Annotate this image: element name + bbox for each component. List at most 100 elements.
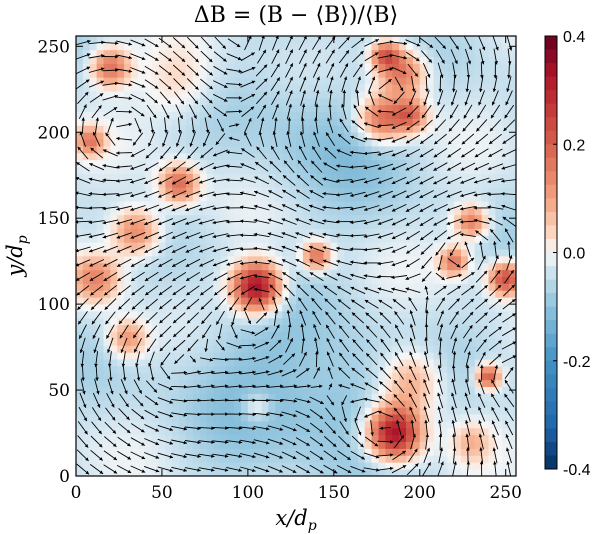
heatmap-cell (351, 290, 359, 298)
heatmap-cell (220, 235, 228, 243)
heatmap-cell (357, 111, 366, 119)
heatmap-cell (199, 194, 208, 202)
heatmap-cell (234, 139, 242, 147)
quiver-arrow (144, 218, 160, 226)
heatmap-cell (137, 462, 146, 470)
heatmap-cell (124, 434, 132, 443)
heatmap-cell (364, 345, 373, 353)
heatmap-cell (213, 345, 221, 353)
heatmap-cell (344, 256, 352, 264)
heatmap-cell (275, 97, 283, 106)
heatmap-cell (261, 462, 269, 470)
heatmap-cell (454, 139, 462, 147)
quiver-arrow (311, 145, 322, 160)
heatmap-cell (110, 70, 118, 78)
heatmap-cell (213, 56, 221, 64)
heatmap-cell (213, 173, 221, 181)
heatmap-cell (467, 372, 476, 381)
heatmap-cell (254, 187, 263, 195)
heatmap-cell (117, 262, 125, 271)
heatmap-cell (220, 125, 228, 133)
heatmap-cell (357, 159, 366, 168)
heatmap-cell (440, 180, 448, 188)
quiver-arrow (145, 298, 158, 310)
heatmap-cell (151, 434, 159, 443)
heatmap-cell (103, 386, 111, 394)
heatmap-cell (103, 139, 111, 147)
heatmap-cell (103, 427, 111, 436)
heatmap-cell (488, 56, 496, 64)
heatmap-cell (275, 159, 283, 168)
heatmap-cell (289, 235, 297, 243)
heatmap-cell (158, 42, 166, 51)
heatmap-cell (89, 56, 98, 64)
heatmap-cell (406, 221, 414, 229)
heatmap-cell (447, 36, 455, 44)
heatmap-cell (309, 455, 318, 463)
heatmap-cell (344, 448, 352, 456)
quiver-arrow (393, 407, 405, 421)
quiver-arrow (349, 247, 366, 251)
heatmap-cell (227, 421, 235, 429)
heatmap-cell (502, 414, 510, 422)
quiver-arrow (229, 297, 240, 311)
quiver-arrow (130, 53, 146, 61)
heatmap-cell (144, 311, 153, 319)
heatmap-cell (378, 400, 386, 408)
heatmap-cell (454, 269, 462, 278)
heatmap-cell (351, 269, 359, 278)
heatmap-cell (509, 159, 516, 168)
quiver-arrow (435, 297, 446, 312)
heatmap-cell (261, 249, 269, 257)
heatmap-cell (234, 262, 242, 271)
heatmap-cell (247, 77, 256, 85)
heatmap-cell (76, 221, 84, 229)
heatmap-cell (344, 338, 352, 346)
heatmap-cell (412, 214, 421, 223)
heatmap-cell (419, 63, 428, 71)
heatmap-cell (131, 63, 139, 71)
heatmap-cell (502, 166, 510, 174)
heatmap-cell (82, 97, 91, 106)
heatmap-cell (220, 421, 228, 429)
heatmap-cell (131, 49, 139, 58)
heatmap-cell (337, 49, 345, 58)
heatmap-cell (227, 311, 235, 319)
quiver-arrow (148, 351, 155, 367)
heatmap-cell (488, 256, 496, 264)
quiver-arrow (349, 191, 366, 197)
quiver-arrow (391, 54, 407, 60)
heatmap-cell (351, 173, 359, 181)
heatmap-cell (206, 118, 214, 126)
heatmap-cell (378, 290, 386, 298)
quiver-arrow (281, 369, 297, 377)
heatmap-cell (488, 414, 496, 422)
heatmap-cell (461, 441, 469, 449)
heatmap-cell (296, 97, 304, 106)
quiver-arrow (323, 162, 338, 171)
quiver-arrow (144, 231, 160, 240)
quiver-arrow (130, 258, 146, 268)
quiver-arrow (391, 287, 408, 293)
heatmap-cell (440, 393, 448, 401)
heatmap-cell (474, 372, 483, 381)
heatmap-cell (316, 84, 324, 92)
heatmap-cell (406, 434, 414, 443)
heatmap-cell (179, 166, 187, 174)
heatmap-cell (433, 262, 441, 271)
quiver-arrow (226, 260, 242, 266)
quiver-arrow (76, 66, 91, 75)
heatmap-cell (179, 91, 187, 99)
heatmap-cell (316, 331, 324, 339)
heatmap-cell (110, 97, 118, 106)
heatmap-cell (103, 207, 111, 216)
quiver-arrow (365, 64, 378, 77)
heatmap-cell (502, 146, 510, 154)
quiver-arrow (295, 451, 311, 460)
quiver-arrow (449, 241, 459, 257)
quiver-arrow (130, 148, 146, 157)
heatmap-cell (268, 228, 276, 236)
heatmap-cell (172, 469, 180, 476)
heatmap-cell (454, 345, 462, 353)
heatmap-cell (330, 104, 338, 113)
